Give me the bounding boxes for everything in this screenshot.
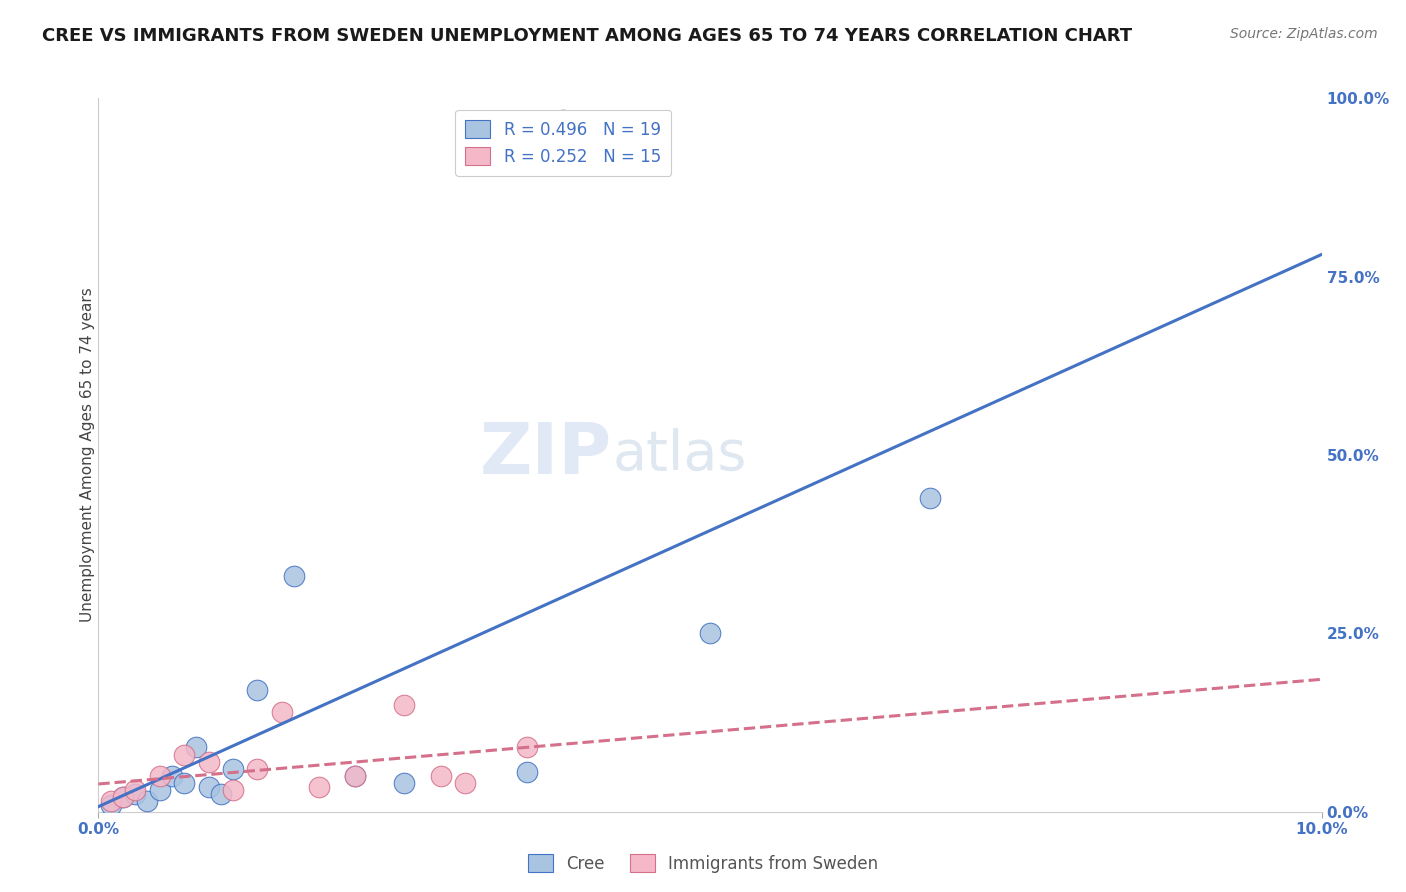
Y-axis label: Unemployment Among Ages 65 to 74 years: Unemployment Among Ages 65 to 74 years [80, 287, 94, 623]
Point [209, 787, 232, 801]
Point [270, 705, 294, 719]
Point [160, 769, 183, 783]
Point [197, 780, 219, 794]
Legend: Cree, Immigrants from Sweden: Cree, Immigrants from Sweden [522, 847, 884, 880]
Point [111, 790, 134, 805]
Point [344, 769, 367, 783]
Point [136, 794, 159, 808]
Point [430, 769, 453, 783]
Point [100, 797, 122, 812]
Text: Source: ZipAtlas.com: Source: ZipAtlas.com [1230, 27, 1378, 41]
Point [222, 762, 245, 776]
Point [246, 762, 269, 776]
Point [124, 787, 146, 801]
Point [197, 755, 219, 769]
Point [920, 491, 942, 505]
Point [699, 626, 721, 640]
Point [124, 783, 146, 797]
Text: CREE VS IMMIGRANTS FROM SWEDEN UNEMPLOYMENT AMONG AGES 65 TO 74 YEARS CORRELATIO: CREE VS IMMIGRANTS FROM SWEDEN UNEMPLOYM… [42, 27, 1132, 45]
Text: ZIP: ZIP [479, 420, 612, 490]
Point [173, 747, 195, 762]
Point [283, 569, 305, 583]
Point [149, 783, 172, 797]
Point [149, 769, 172, 783]
Point [344, 769, 367, 783]
Point [186, 740, 208, 755]
Point [222, 783, 245, 797]
Point [392, 698, 416, 712]
Point [553, 112, 575, 127]
Point [516, 765, 538, 780]
Point [454, 776, 477, 790]
Legend: R = 0.496   N = 19, R = 0.252   N = 15: R = 0.496 N = 19, R = 0.252 N = 15 [456, 110, 671, 176]
Text: atlas: atlas [612, 428, 747, 482]
Point [516, 740, 538, 755]
Point [173, 776, 195, 790]
Point [111, 790, 134, 805]
Point [100, 794, 122, 808]
Point [308, 780, 330, 794]
Point [246, 683, 269, 698]
Point [392, 776, 416, 790]
